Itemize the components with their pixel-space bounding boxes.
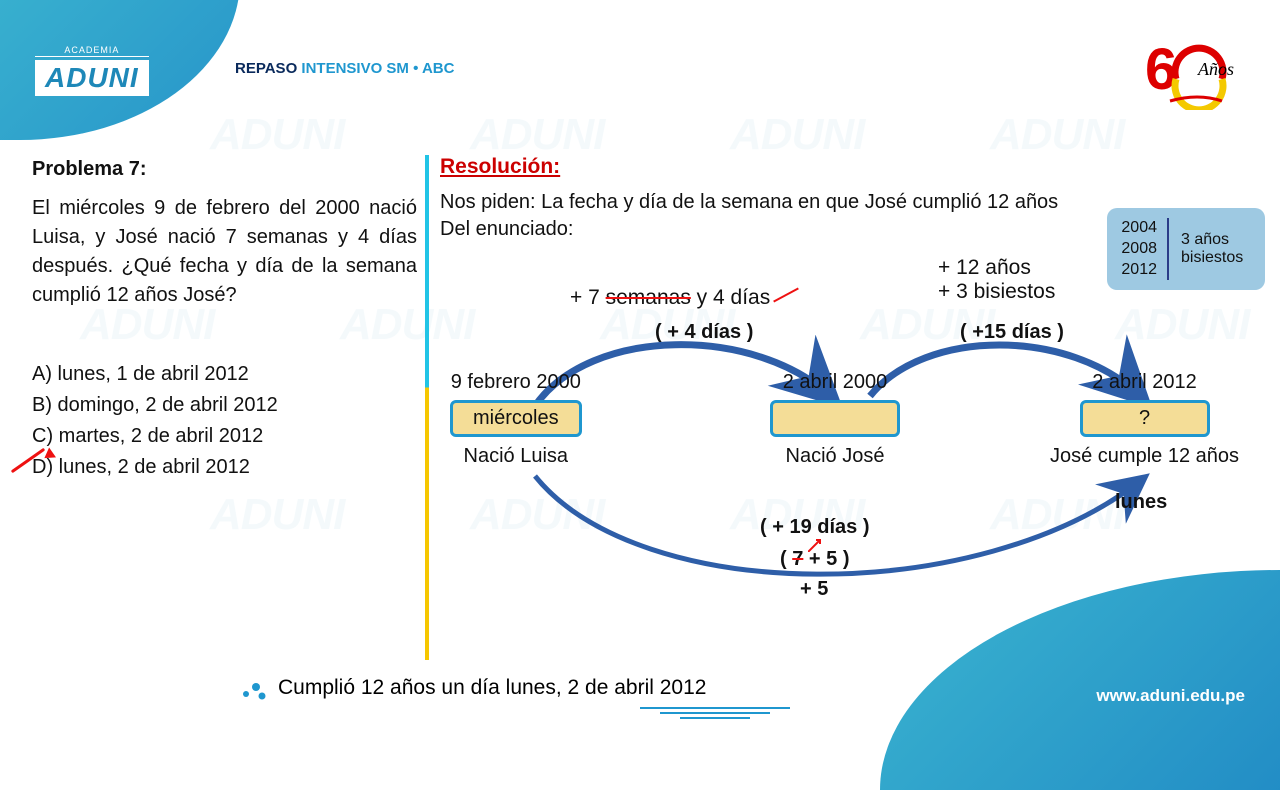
footer-url: www.aduni.edu.pe	[1096, 686, 1245, 706]
bottom-calc2: + 5	[800, 578, 828, 601]
solution-heading: Resolución:	[440, 155, 1260, 179]
node1-day: miércoles	[450, 400, 582, 437]
node2-date: 2 abril 2000	[770, 371, 900, 394]
bottom-arc-label: ( + 19 días )	[760, 516, 870, 539]
node3-date: 2 abril 2012	[1050, 371, 1239, 394]
option-d: D) lunes, 2 de abril 2012	[32, 453, 417, 482]
problem-statement: El miércoles 9 de febrero del 2000 nació…	[32, 194, 417, 310]
answer-day: lunes	[1115, 491, 1167, 514]
header-text: REPASO INTENSIVO SM • ABC	[235, 60, 454, 77]
problem-title: Problema 7:	[32, 155, 417, 184]
option-c: C) martes, 2 de abril 2012	[32, 422, 417, 451]
column-divider	[425, 155, 429, 660]
bottom-calc1: ( 7 + 5 )	[780, 548, 849, 571]
node3-cap: José cumple 12 años	[1050, 445, 1239, 468]
brand-logo: ACADEMIA ADUNI	[35, 45, 149, 96]
node2-cap: Nació José	[770, 445, 900, 468]
node-jose: 2 abril 2000 Nació José	[770, 371, 900, 468]
node2-day	[770, 400, 900, 437]
header-intensivo: INTENSIVO SM • ABC	[301, 60, 454, 77]
node1-cap: Nació Luisa	[450, 445, 582, 468]
option-a: A) lunes, 1 de abril 2012	[32, 360, 417, 389]
options-list: A) lunes, 1 de abril 2012 B) domingo, 2 …	[32, 360, 417, 482]
leap-y1: 2004	[1121, 218, 1157, 239]
svg-text:Años: Años	[1197, 59, 1234, 79]
problem-column: Problema 7: El miércoles 9 de febrero de…	[32, 155, 417, 484]
node-jose12: 2 abril 2012 ? José cumple 12 años	[1050, 371, 1239, 468]
brand-aduni: ADUNI	[35, 60, 149, 96]
brand-academia: ACADEMIA	[35, 45, 149, 57]
node-luisa: 9 febrero 2000 miércoles Nació Luisa	[450, 371, 582, 468]
option-b: B) domingo, 2 de abril 2012	[32, 391, 417, 420]
sixty-years-logo: 6 Años	[1140, 35, 1250, 110]
node3-day: ?	[1080, 400, 1210, 437]
header-repaso: REPASO	[235, 60, 301, 77]
node1-date: 9 febrero 2000	[450, 371, 582, 394]
